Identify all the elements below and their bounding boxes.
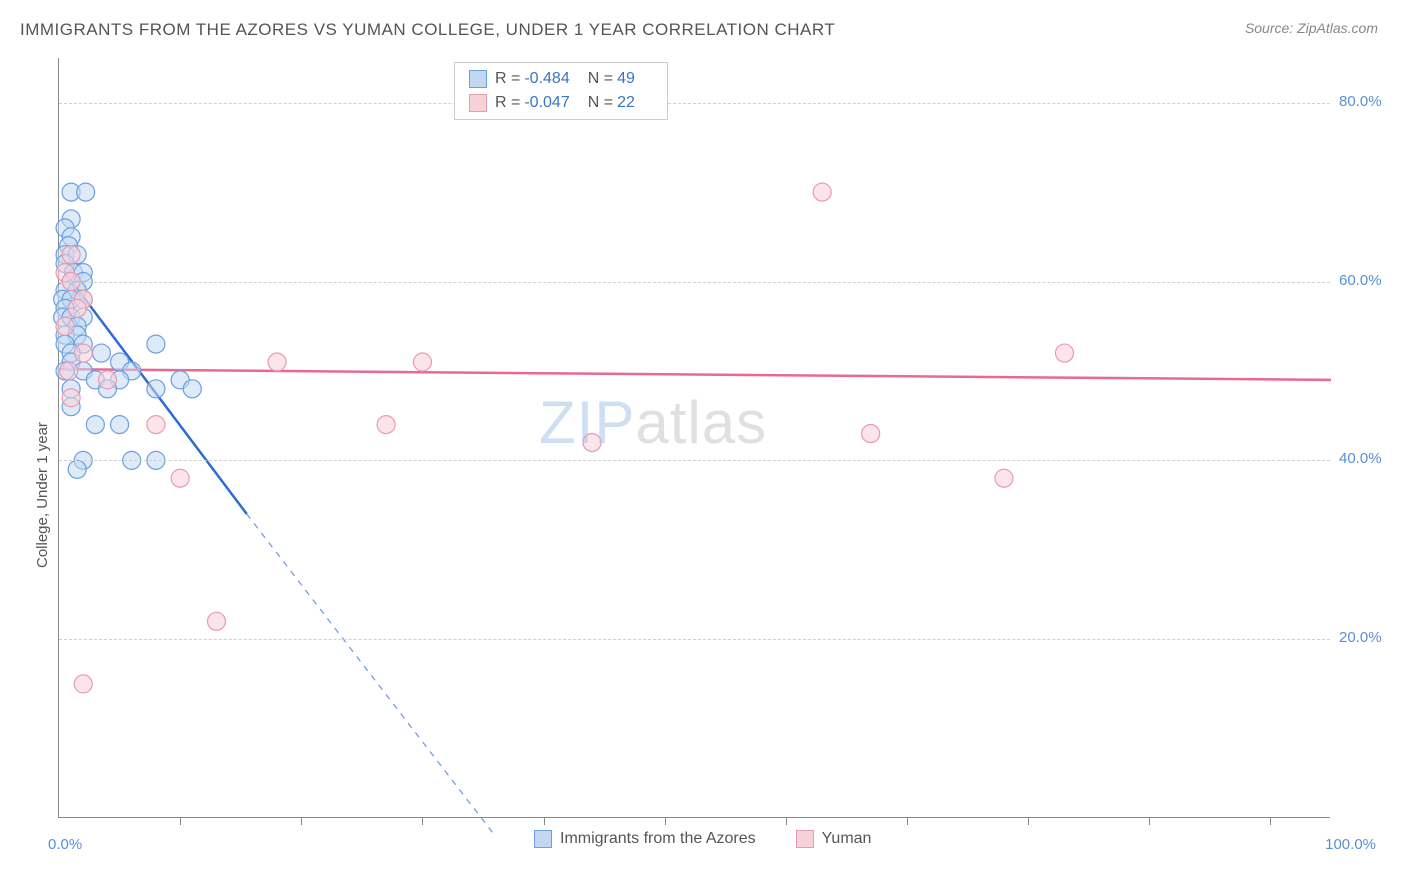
plot-area: ZIPatlas 20.0%40.0%60.0%80.0% <box>58 58 1330 818</box>
x-tick <box>422 817 423 825</box>
chart-title: IMMIGRANTS FROM THE AZORES VS YUMAN COLL… <box>20 20 835 40</box>
y-tick-label: 80.0% <box>1339 93 1382 110</box>
x-tick-max: 100.0% <box>1325 836 1376 853</box>
legend-item: Immigrants from the Azores <box>534 830 756 848</box>
stats-legend-box: R =-0.484 N =49 R =-0.047 N =22 <box>454 62 668 120</box>
legend-swatch <box>534 830 552 848</box>
legend-swatch <box>469 70 487 88</box>
chart-container: College, Under 1 year ZIPatlas 20.0%40.0… <box>44 58 1384 848</box>
legend-swatch <box>469 94 487 112</box>
legend-label: Yuman <box>822 830 872 848</box>
n-value: 49 <box>617 70 635 87</box>
source-credit: Source: ZipAtlas.com <box>1245 20 1378 40</box>
x-tick <box>180 817 181 825</box>
x-tick <box>1149 817 1150 825</box>
gridline <box>59 103 1330 104</box>
gridline <box>59 460 1330 461</box>
legend-item: Yuman <box>796 830 872 848</box>
gridline <box>59 639 1330 640</box>
y-axis-label: College, Under 1 year <box>34 422 51 568</box>
legend-label: Immigrants from the Azores <box>560 830 756 848</box>
series-legend: Immigrants from the Azores Yuman <box>534 830 911 853</box>
y-tick-label: 40.0% <box>1339 450 1382 467</box>
r-label: R = <box>495 94 520 111</box>
x-tick <box>665 817 666 825</box>
n-value: 22 <box>617 94 635 111</box>
plot-svg <box>59 58 1331 818</box>
x-tick <box>1028 817 1029 825</box>
gridline <box>59 282 1330 283</box>
r-value: -0.484 <box>524 70 569 87</box>
r-label: R = <box>495 70 520 87</box>
y-tick-label: 20.0% <box>1339 629 1382 646</box>
x-tick <box>1270 817 1271 825</box>
legend-swatch <box>796 830 814 848</box>
x-tick-min: 0.0% <box>48 836 82 853</box>
stats-row: R =-0.047 N =22 <box>469 91 653 115</box>
stats-row: R =-0.484 N =49 <box>469 67 653 91</box>
n-label: N = <box>588 94 613 111</box>
x-tick <box>301 817 302 825</box>
r-value: -0.047 <box>524 94 569 111</box>
x-tick <box>544 817 545 825</box>
n-label: N = <box>588 70 613 87</box>
y-tick-label: 60.0% <box>1339 272 1382 289</box>
x-tick <box>786 817 787 825</box>
x-tick <box>907 817 908 825</box>
